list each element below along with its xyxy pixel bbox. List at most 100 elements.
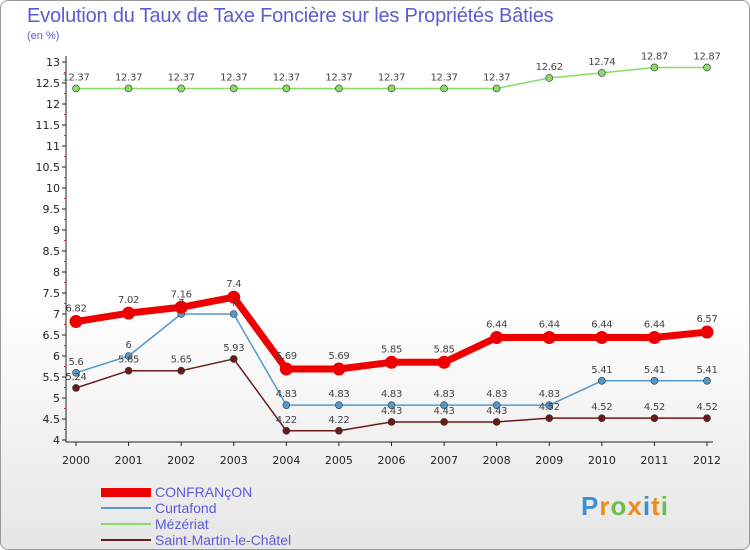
proxiti-logo: Proxiti (581, 491, 669, 522)
data-point (72, 84, 80, 93)
data-point (647, 331, 661, 345)
data-point (492, 418, 501, 426)
data-label: 5.93 (223, 343, 244, 354)
data-point (282, 401, 291, 409)
data-point (335, 84, 343, 93)
data-label: 4.52 (696, 402, 717, 413)
data-label: 4.83 (328, 389, 349, 400)
series-mezeriat (72, 63, 711, 93)
legend-swatch (101, 487, 151, 497)
y-tick-label: 13 (46, 56, 60, 69)
data-label: 6.44 (486, 320, 507, 331)
data-label: 7.02 (118, 295, 139, 306)
data-label: 12.37 (378, 72, 405, 83)
data-labels-layer: 12.37 12.37 12.37 12.37 12.37 12.37 12.37 12.37… (62, 51, 720, 425)
legend-label: Saint-Martin-le-Châtel (155, 532, 292, 548)
y-tick-label: 6 (53, 350, 60, 363)
data-label: 12.87 (693, 51, 720, 62)
data-point (387, 84, 396, 93)
y-tick-label: 8 (53, 266, 60, 279)
legend-item: Mézériat (101, 516, 291, 532)
y-tick-label: 7 (53, 308, 60, 321)
data-point (335, 401, 343, 409)
data-point (650, 63, 659, 72)
data-point (440, 418, 448, 426)
legend-label: Curtafond (155, 500, 217, 516)
data-label: 6.57 (696, 314, 717, 325)
data-label: 5.41 (591, 365, 612, 376)
data-label: 4.43 (486, 406, 507, 417)
data-label: 5.65 (171, 355, 192, 366)
data-point (174, 300, 188, 314)
y-tick-label: 4.5 (43, 413, 61, 426)
data-point (69, 315, 83, 329)
data-label: 7.16 (171, 289, 192, 300)
series-layer (69, 63, 714, 435)
data-label: 6.44 (539, 320, 560, 331)
data-point (492, 84, 501, 93)
data-point (385, 355, 398, 369)
y-tick-label: 4 (53, 434, 60, 447)
y-tick-label: 10.5 (36, 161, 61, 174)
data-point (542, 331, 556, 345)
data-label: 4.83 (486, 389, 507, 400)
data-point (545, 414, 554, 422)
data-label: 5.65 (118, 355, 139, 366)
y-axis-unit: (en %) (27, 30, 60, 42)
x-tick-label: 2003 (220, 454, 248, 467)
x-tick-label: 2004 (272, 454, 300, 467)
legend-swatch (101, 523, 151, 525)
legend-item: Curtafond (101, 500, 291, 516)
data-label: 4.43 (381, 406, 402, 417)
data-point (282, 84, 291, 93)
y-tick-label: 11.5 (36, 119, 61, 132)
x-tick-label: 2008 (483, 454, 511, 467)
axes: 44.555.566.577.588.599.51010.51111.51212… (36, 56, 721, 467)
data-label: 5.6 (68, 357, 83, 368)
data-label: 12.37 (220, 72, 247, 83)
chart-title: Evolution du Taux de Taxe Foncière sur l… (27, 5, 554, 27)
data-label: 6.44 (644, 320, 665, 331)
data-label: 12.37 (62, 72, 89, 83)
data-point (440, 84, 448, 93)
series-saint-martin-le-chatel (72, 355, 711, 435)
data-point (335, 426, 343, 435)
data-label: 4.22 (328, 415, 349, 426)
data-point (703, 414, 711, 422)
data-point (72, 368, 80, 377)
data-label: 5.85 (434, 344, 455, 355)
y-tick-label: 10 (46, 182, 60, 195)
x-tick-label: 2012 (693, 454, 721, 467)
x-tick-label: 2009 (535, 454, 563, 467)
data-label: 12.37 (325, 72, 352, 83)
data-point (545, 401, 554, 409)
logo-letter: r (599, 491, 611, 521)
legend-item: CONFRANçON (101, 484, 291, 500)
data-point (492, 401, 501, 409)
data-label: 4.52 (539, 402, 560, 413)
data-point (72, 384, 80, 392)
data-point (703, 376, 711, 385)
x-tick-label: 2002 (167, 454, 195, 467)
legend-label: Mézériat (155, 516, 209, 532)
logo-letter: t (651, 491, 661, 521)
data-point (177, 366, 185, 375)
data-label: 4.83 (434, 389, 455, 400)
y-tick-label: 12.5 (36, 77, 61, 90)
data-point (124, 366, 133, 375)
y-tick-label: 9.5 (43, 203, 61, 216)
data-point (229, 355, 238, 363)
y-tick-label: 11 (46, 140, 60, 153)
data-label: 5.24 (65, 372, 86, 383)
data-point (124, 84, 133, 93)
data-point (227, 290, 241, 304)
data-point (595, 331, 609, 345)
data-label: 4.83 (381, 389, 402, 400)
data-label: 12.37 (431, 72, 458, 83)
data-point (177, 84, 185, 93)
data-label: 12.74 (588, 57, 615, 68)
data-label: 5.41 (696, 365, 717, 376)
data-label: 12.37 (168, 72, 195, 83)
data-label: 7.4 (226, 279, 241, 290)
